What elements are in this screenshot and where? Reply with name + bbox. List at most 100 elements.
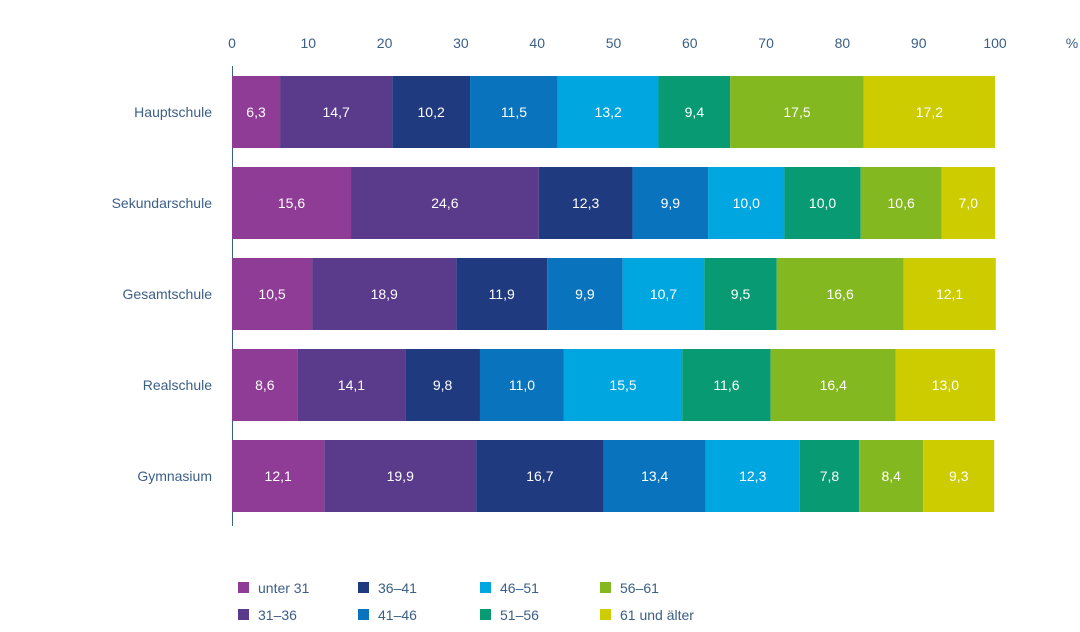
legend: unter 31 31–36 36–41 41–46 46–51 51–56 56–61 61…: [238, 580, 694, 623]
legend-swatch: [600, 609, 611, 620]
bar-value-label: 9,9: [575, 286, 595, 302]
bar-segment: [232, 258, 313, 330]
bar-segment: [863, 76, 995, 148]
category-label: Gesamtschule: [123, 286, 213, 302]
bar-segment: [557, 76, 659, 148]
legend-swatch: [358, 582, 369, 593]
bar-segment: [895, 349, 995, 421]
bar-value-label: 13,4: [641, 468, 668, 484]
bar-segment: [859, 440, 924, 512]
bar-segment: [622, 258, 705, 330]
bar-value-label: 11,6: [713, 377, 739, 393]
bar-value-label: 7,8: [820, 468, 840, 484]
category-label: Hauptschule: [134, 104, 212, 120]
x-tick-label: 100: [983, 35, 1007, 51]
bar-value-label: 17,2: [916, 104, 943, 120]
bar-segment: [776, 258, 904, 330]
bar-segment: [232, 167, 352, 239]
bar-segment: [708, 167, 785, 239]
legend-swatch: [480, 582, 491, 593]
bar-segment: [232, 349, 298, 421]
bar-segment: [547, 258, 623, 330]
bar-value-label: 19,9: [387, 468, 414, 484]
bar-segment: [860, 167, 942, 239]
bar-value-label: 7,0: [959, 195, 979, 211]
bar-segment: [479, 349, 564, 421]
bar-segment: [405, 349, 480, 421]
x-tick-label: 10: [301, 35, 317, 51]
bar-segment: [603, 440, 706, 512]
x-axis-unit: %: [1066, 35, 1078, 51]
bar-value-label: 10,0: [733, 195, 760, 211]
bar-value-label: 9,3: [949, 468, 969, 484]
bar-segment: [682, 349, 771, 421]
bar-segment: [770, 349, 896, 421]
bar-value-label: 10,5: [258, 286, 285, 302]
bar-value-label: 9,8: [433, 377, 453, 393]
bar-value-label: 16,4: [820, 377, 847, 393]
x-tick-label: 40: [529, 35, 545, 51]
legend-label: 31–36: [258, 607, 297, 623]
bar-value-label: 10,2: [418, 104, 445, 120]
bar-value-label: 11,9: [489, 286, 515, 302]
category-label: Sekundarschule: [112, 195, 213, 211]
bar-segment: [232, 76, 281, 148]
bar-value-label: 10,7: [650, 286, 677, 302]
bar-value-label: 14,7: [323, 104, 350, 120]
bar-segment: [730, 76, 864, 148]
bar-value-label: 12,1: [936, 286, 963, 302]
bar-value-label: 15,5: [609, 377, 636, 393]
bar-segment: [392, 76, 471, 148]
x-tick-label: 90: [911, 35, 927, 51]
legend-label: 36–41: [378, 580, 417, 596]
bar-segment: [538, 167, 633, 239]
bar-segment: [297, 349, 406, 421]
bar-segment: [312, 258, 457, 330]
legend-label: unter 31: [258, 580, 310, 596]
bar-value-label: 14,1: [338, 377, 365, 393]
bar-segment: [351, 167, 539, 239]
bar-segment: [280, 76, 393, 148]
category-label: Gymnasium: [137, 468, 212, 484]
bar-segment: [705, 440, 800, 512]
bar-segment: [941, 167, 995, 239]
legend-swatch: [238, 582, 249, 593]
legend-label: 51–56: [500, 607, 539, 623]
legend-swatch: [480, 609, 491, 620]
legend-swatch: [600, 582, 611, 593]
category-label: Realschule: [143, 377, 212, 393]
x-tick-label: 30: [453, 35, 469, 51]
bar-value-label: 24,6: [431, 195, 458, 211]
x-tick-label: 50: [606, 35, 622, 51]
bar-segment: [923, 440, 995, 512]
x-tick-label: 0: [228, 35, 236, 51]
category-axis: Hauptschule Sekundarschule Gesamtschule Rea…: [112, 66, 233, 526]
bar-value-label: 12,3: [739, 468, 766, 484]
legend-swatch: [358, 609, 369, 620]
bar-segment: [470, 76, 558, 148]
bar-segment: [784, 167, 861, 239]
bar-value-label: 16,7: [526, 468, 553, 484]
bar-value-label: 9,4: [685, 104, 705, 120]
bar-value-label: 13,0: [932, 377, 959, 393]
x-tick-label: 80: [835, 35, 851, 51]
bar-segment: [799, 440, 860, 512]
legend-label: 56–61: [620, 580, 659, 596]
bar-segment: [324, 440, 477, 512]
legend-label: 46–51: [500, 580, 539, 596]
bar-value-label: 11,0: [509, 377, 535, 393]
legend-swatch: [238, 609, 249, 620]
x-tick-label: 20: [377, 35, 393, 51]
x-tick-label: 60: [682, 35, 698, 51]
bar-value-label: 11,5: [501, 104, 527, 120]
bar-segment: [704, 258, 777, 330]
bar-value-label: 16,6: [826, 286, 853, 302]
bar-value-label: 9,5: [731, 286, 751, 302]
bar-value-label: 9,9: [661, 195, 681, 211]
bar-value-label: 10,6: [888, 195, 915, 211]
bar-value-label: 18,9: [371, 286, 398, 302]
bar-segment: [456, 258, 548, 330]
bar-value-label: 12,1: [265, 468, 292, 484]
bar-value-label: 17,5: [783, 104, 810, 120]
